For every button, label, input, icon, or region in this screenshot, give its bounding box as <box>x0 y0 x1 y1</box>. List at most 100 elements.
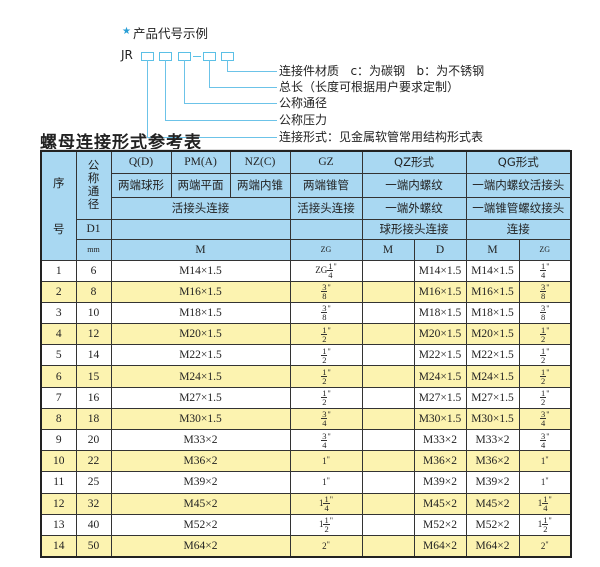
row-number: 1 <box>40 259 77 282</box>
qz-d: M22×1.5 <box>413 344 467 367</box>
example-title: 产品代号示例 <box>133 26 209 41</box>
qg-zg: 1 2 " <box>518 323 572 346</box>
denominator: 2 <box>322 333 327 344</box>
denominator: 2 <box>540 354 546 365</box>
denominator: 8 <box>322 312 327 323</box>
table-row: 2 8 M16×1.5 3 8 " M16×1.5 M16×1.5 3 8 " <box>40 280 572 303</box>
qg-zg: 1 2 " <box>518 365 572 388</box>
desc-qg: 一端内螺纹活接头 <box>465 172 572 198</box>
denominator: 2 <box>540 333 546 344</box>
thread-m: M64×2 <box>110 534 291 558</box>
thread-m: M52×2 <box>110 513 291 536</box>
qg-zg: 1 2 " <box>518 386 572 409</box>
qg-m: M20×1.5 <box>465 323 520 346</box>
nominal-diameter: 18 <box>75 407 112 431</box>
conn-qd-nz: 活接头连接 <box>110 196 291 220</box>
inch-mark: " <box>329 516 333 526</box>
inch-mark: " <box>327 346 331 356</box>
d1-header: D1 <box>75 218 112 240</box>
inch-mark: " <box>326 455 330 465</box>
conn-qz: 一端外螺纹 <box>361 196 467 220</box>
whole-part: 1 <box>318 519 324 530</box>
nominal-diameter: 6 <box>75 259 112 282</box>
thread-gz: 1 2 " <box>289 323 363 346</box>
qz-m <box>361 386 415 409</box>
sub-m: M <box>110 238 291 261</box>
desc-qz: 一端内螺纹 <box>361 172 467 198</box>
qg-zg: 3 4 " <box>518 407 572 431</box>
inch-mark: " <box>546 283 550 293</box>
qz-m <box>361 471 415 494</box>
code-dash <box>193 56 201 57</box>
row-number: 4 <box>40 323 77 346</box>
nominal-diameter: 10 <box>75 301 112 325</box>
inch-mark: " <box>326 476 330 486</box>
seq-header: 序号 <box>40 150 77 261</box>
whole-part: 1 <box>540 477 546 488</box>
qg-zg: 2" <box>518 534 572 558</box>
row4-qg: 连接 <box>465 218 572 240</box>
thread-gz: 3 4 " <box>289 407 363 431</box>
desc-nz: 两端内锥 <box>229 172 291 198</box>
nominal-diameter: 8 <box>75 280 112 303</box>
inch-mark: " <box>546 262 550 272</box>
qz-d: M16×1.5 <box>413 280 467 303</box>
table-row: 6 15 M24×1.5 1 2 " M24×1.5 M24×1.5 1 2 " <box>40 365 572 388</box>
table-row: 3 10 M18×1.5 3 8 " M18×1.5 M18×1.5 3 8 " <box>40 301 572 325</box>
col-qd: Q(D) <box>110 150 172 174</box>
inch-mark: " <box>546 431 550 441</box>
row4-qd-nz <box>110 218 291 240</box>
qg-zg: 3 8 " <box>518 301 572 325</box>
qz-d: M33×2 <box>413 428 467 452</box>
table-row: 8 18 M30×1.5 3 4 " M30×1.5 M30×1.5 3 4 " <box>40 407 572 431</box>
conn-gz: 活接头连接 <box>289 196 363 220</box>
inch-mark: " <box>327 304 331 314</box>
qg-m: M33×2 <box>465 428 520 452</box>
numerator: 3 <box>321 409 328 420</box>
table-row: 5 14 M22×1.5 1 2 " M22×1.5 M22×1.5 1 2 " <box>40 344 572 367</box>
whole-part: 1 <box>540 456 546 467</box>
denominator: 8 <box>540 312 546 323</box>
qz-m <box>361 450 415 473</box>
sub-qz-m: M <box>361 238 415 261</box>
thread-gz: 1 2 " <box>289 365 363 388</box>
numerator: 1 <box>321 367 328 378</box>
nominal-diameter: 50 <box>75 534 112 558</box>
numerator: 3 <box>539 409 547 420</box>
col-gz: GZ <box>289 150 363 174</box>
qz-m <box>361 513 415 536</box>
nominal-diameter: 16 <box>75 386 112 409</box>
table-row: 13 40 M52×2 1 1 2 " M52×2 M52×2 1 1 2 " <box>40 513 572 536</box>
qz-d: M24×1.5 <box>413 365 467 388</box>
thread-gz: ZG 1 4 " <box>289 259 363 282</box>
label-length: 总长（长度可根据用户要求定制） <box>279 80 460 94</box>
denominator: 4 <box>540 270 546 281</box>
nominal-diameter: 12 <box>75 323 112 346</box>
qg-zg: 3 4 " <box>518 428 572 452</box>
whole-part: 1 <box>537 498 543 509</box>
thread-gz: 3 4 " <box>289 428 363 452</box>
whole-part: 1 <box>322 456 327 467</box>
thread-gz: 1 1 4 " <box>289 492 363 515</box>
row4-qz: 球形接头连接 <box>361 218 467 240</box>
nominal-diameter: 20 <box>75 428 112 452</box>
label-material: 连接件材质 c：为碳钢 b：为不锈钢 <box>279 64 485 78</box>
qg-zg: 1 4 " <box>518 259 572 282</box>
thread-gz: 3 8 " <box>289 301 363 325</box>
qz-m <box>361 534 415 558</box>
qg-zg: 1" <box>518 471 572 494</box>
divider <box>40 149 570 150</box>
denominator: 8 <box>322 291 327 302</box>
inch-mark: " <box>327 410 331 420</box>
inch-mark: " <box>327 283 331 293</box>
row-number: 11 <box>40 471 77 494</box>
